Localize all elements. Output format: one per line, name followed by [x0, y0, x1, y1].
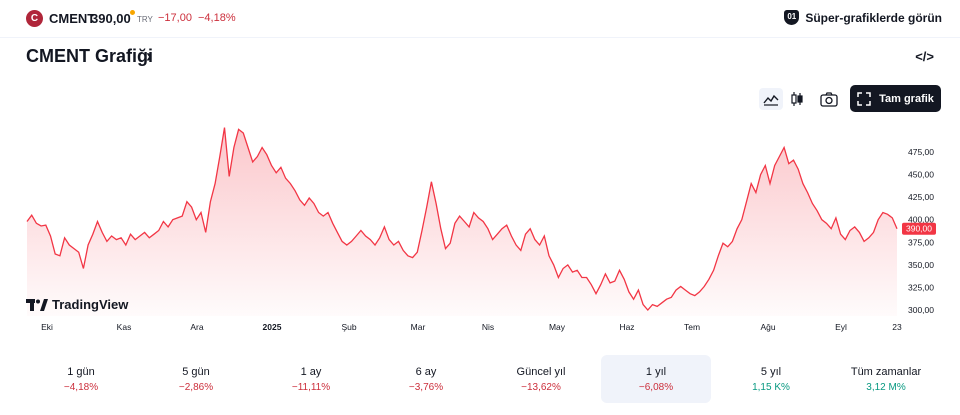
- tradingview-logo-icon: [26, 298, 48, 311]
- area-chart-icon: [763, 94, 779, 106]
- tradingview-watermark: TradingView: [26, 297, 128, 312]
- symbol-header: C CMENT 390,00 TRY −17,00 −4,18% 01 Süpe…: [0, 0, 960, 38]
- y-tick-label: 325,00: [908, 282, 934, 292]
- x-tick-label: Kas: [117, 322, 132, 332]
- period-change: −11,11%: [291, 382, 331, 393]
- price-change-percent: −4,18%: [198, 12, 236, 24]
- chart-title[interactable]: CMENT Grafiği: [26, 46, 154, 66]
- fullscreen-icon: [857, 91, 871, 106]
- currency-label: TRY: [137, 15, 153, 24]
- candlestick-button[interactable]: [787, 88, 807, 110]
- period-tab[interactable]: 6 ay −3,76%: [371, 355, 481, 403]
- y-tick-label: 400,00: [908, 215, 934, 225]
- period-tab[interactable]: 5 gün −2,86%: [141, 355, 251, 403]
- price-chart[interactable]: 475,00 450,00 425,00 400,00 375,00 350,00 325,…: [0, 118, 960, 340]
- candlestick-icon: [791, 92, 803, 106]
- embed-code-icon[interactable]: </>: [915, 49, 934, 64]
- period-tab[interactable]: 1 gün −4,18%: [26, 355, 136, 403]
- period-label: Tüm zamanlar: [850, 366, 922, 378]
- price-change-absolute: −17,00: [158, 12, 192, 24]
- last-price-badge-label: 390,00: [906, 224, 932, 234]
- x-tick-label: Şub: [341, 322, 356, 332]
- company-logo: C: [26, 10, 43, 27]
- super-charts-label: Süper-grafiklerde görün: [805, 10, 942, 25]
- area-chart-button[interactable]: [759, 88, 783, 110]
- last-price: 390,00: [91, 11, 131, 26]
- x-tick-label: Tem: [684, 322, 700, 332]
- period-label: 1 ay: [300, 366, 322, 378]
- y-tick-label: 300,00: [908, 305, 934, 315]
- ticker-symbol[interactable]: CMENT: [49, 11, 96, 26]
- x-tick-label: Mar: [411, 322, 426, 332]
- period-tab[interactable]: 1 yıl −6,08%: [601, 355, 711, 403]
- period-label: 6 ay: [415, 366, 437, 378]
- period-change: 3,12 M%: [866, 382, 906, 393]
- x-tick-label: Ara: [190, 322, 204, 332]
- period-label: 5 gün: [182, 366, 210, 378]
- period-label: 5 yıl: [760, 366, 782, 378]
- period-change: −4,18%: [63, 382, 99, 393]
- period-change: −3,76%: [408, 382, 444, 393]
- period-tab[interactable]: 5 yıl 1,15 K%: [716, 355, 826, 403]
- price-area-fill: [27, 127, 897, 316]
- tradingview-label: TradingView: [52, 297, 129, 312]
- fullscreen-label: Tam grafik: [879, 92, 934, 105]
- market-status-dot: [130, 10, 135, 15]
- y-tick-label: 350,00: [908, 260, 934, 270]
- x-tick-label: Eyl: [835, 322, 847, 332]
- snapshot-button[interactable]: [818, 88, 840, 110]
- x-tick-label: Haz: [619, 322, 634, 332]
- x-tick-label: 23: [892, 322, 902, 332]
- x-tick-label: Nis: [482, 322, 494, 332]
- camera-icon: [820, 92, 838, 107]
- chevron-right-icon[interactable]: ›: [146, 46, 152, 66]
- last-price-badge: [902, 222, 936, 235]
- y-tick-label: 450,00: [908, 170, 934, 180]
- period-tab[interactable]: Güncel yıl −13,62%: [486, 355, 596, 403]
- period-tab[interactable]: Tüm zamanlar 3,12 M%: [831, 355, 941, 403]
- y-tick-label: 425,00: [908, 192, 934, 202]
- period-label: Güncel yıl: [516, 366, 566, 378]
- period-change: −6,08%: [638, 382, 674, 393]
- x-tick-label: Eki: [41, 322, 53, 332]
- super-charts-icon: 01: [784, 10, 800, 25]
- y-tick-label: 475,00: [908, 147, 934, 157]
- period-change: −2,86%: [178, 382, 214, 393]
- period-change: 1,15 K%: [752, 382, 790, 393]
- price-line: [26, 127, 898, 311]
- x-tick-label: 2025: [263, 322, 282, 332]
- period-tab[interactable]: 1 ay −11,11%: [256, 355, 366, 403]
- y-tick-label: 375,00: [908, 237, 934, 247]
- period-label: 1 gün: [67, 366, 95, 378]
- period-selector: 1 gün −4,18% 5 gün −2,86% 1 ay −11,11% 6 ay −3,…: [0, 355, 960, 403]
- period-label: 1 yıl: [645, 366, 667, 378]
- super-charts-link[interactable]: 01 Süper-grafiklerde görün: [784, 10, 942, 25]
- x-tick-label: Ağu: [760, 322, 775, 332]
- period-change: −13,62%: [521, 382, 561, 393]
- x-tick-label: May: [549, 322, 566, 332]
- fullscreen-chart-button[interactable]: Tam grafik: [850, 85, 941, 112]
